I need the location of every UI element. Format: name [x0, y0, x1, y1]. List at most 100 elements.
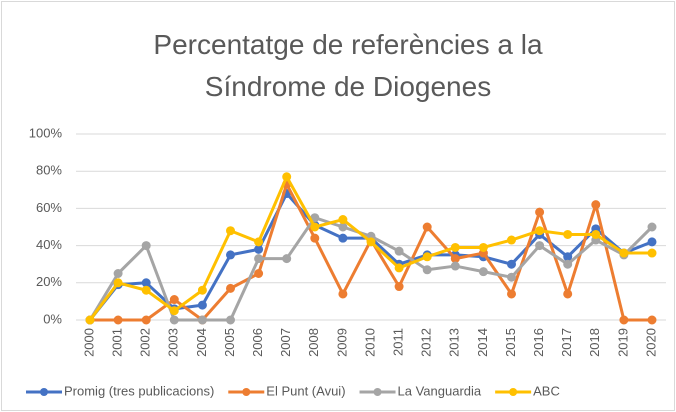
legend-label: El Punt (Avui): [266, 383, 345, 398]
x-tick-label: 2012: [419, 328, 434, 357]
point-marker: [226, 283, 235, 293]
x-tick-label: 2018: [587, 328, 602, 357]
point-marker: [282, 172, 292, 182]
x-tick-label: 2001: [110, 328, 125, 357]
x-tick-label: 2017: [559, 328, 574, 357]
point-marker: [226, 315, 235, 325]
point-marker: [197, 315, 207, 325]
point-marker: [394, 263, 404, 273]
point-marker: [422, 265, 432, 275]
y-tick-label: 100%: [29, 125, 63, 140]
point-marker: [535, 241, 545, 251]
point-marker: [113, 315, 123, 325]
point-marker: [422, 252, 432, 262]
x-tick-label: 2007: [278, 328, 293, 357]
x-tick-label: 2014: [475, 328, 490, 357]
point-marker: [197, 285, 207, 295]
point-marker: [563, 289, 573, 299]
point-marker: [310, 222, 320, 232]
point-marker: [591, 200, 601, 210]
legend-marker: [40, 388, 48, 396]
point-marker: [141, 315, 151, 325]
x-tick-label: 2005: [222, 328, 237, 357]
x-tick-label: 2002: [138, 328, 153, 357]
point-marker: [141, 241, 151, 251]
point-marker: [169, 315, 179, 325]
point-marker: [647, 222, 657, 232]
y-tick-label: 40%: [36, 237, 62, 252]
point-marker: [254, 254, 264, 264]
point-marker: [647, 237, 657, 247]
point-marker: [507, 272, 516, 282]
point-marker: [310, 233, 320, 243]
legend-item: Promig (tres publicacions): [26, 383, 214, 398]
point-marker: [254, 269, 264, 278]
point-marker: [478, 242, 488, 252]
point-marker: [394, 282, 404, 292]
x-tick-label: 2003: [166, 328, 181, 357]
legend-item: ABC: [495, 383, 560, 398]
point-marker: [450, 242, 460, 252]
x-tick-label: 2016: [531, 328, 546, 357]
point-marker: [226, 250, 235, 260]
x-tick-label: 2008: [306, 328, 321, 357]
legend-label: La Vanguardia: [398, 383, 482, 398]
point-marker: [113, 269, 123, 278]
chart-title: Percentatge de referències a la Síndrome…: [153, 29, 543, 102]
legend-marker: [373, 388, 382, 396]
point-marker: [366, 237, 376, 247]
point-marker: [450, 261, 460, 271]
point-marker: [450, 254, 460, 264]
point-marker: [282, 254, 292, 264]
point-marker: [647, 315, 657, 325]
x-tick-label: 2009: [334, 328, 349, 357]
point-marker: [85, 315, 95, 325]
point-marker: [141, 278, 151, 288]
point-marker: [141, 285, 151, 295]
legend-item: La Vanguardia: [359, 383, 482, 398]
legend-marker: [242, 388, 251, 396]
point-marker: [478, 267, 488, 277]
x-tick-label: 2019: [615, 328, 630, 357]
point-marker: [563, 229, 573, 239]
point-marker: [535, 207, 545, 217]
point-marker: [507, 259, 516, 269]
point-marker: [338, 233, 348, 243]
point-marker: [254, 237, 264, 247]
point-marker: [619, 315, 629, 325]
legend-label: ABC: [533, 383, 560, 398]
point-marker: [226, 226, 235, 236]
x-tick-label: 2010: [362, 328, 377, 357]
x-tick-label: 2015: [503, 328, 518, 357]
x-tick-label: 2013: [447, 328, 462, 357]
y-tick-label: 80%: [36, 163, 62, 178]
point-marker: [507, 235, 516, 245]
point-marker: [338, 289, 348, 299]
x-tick-label: 2011: [391, 328, 406, 356]
x-tick-label: 2020: [643, 328, 658, 357]
point-marker: [591, 229, 601, 239]
point-marker: [254, 244, 264, 254]
point-marker: [619, 248, 629, 258]
point-marker: [535, 226, 545, 236]
x-tick-label: 2000: [81, 328, 96, 357]
point-marker: [507, 289, 516, 299]
point-marker: [394, 246, 404, 256]
point-marker: [113, 278, 123, 288]
x-tick-label: 2006: [250, 328, 265, 357]
point-marker: [563, 252, 573, 262]
point-marker: [338, 222, 348, 232]
point-marker: [169, 306, 179, 316]
x-tick-label: 2004: [194, 328, 209, 357]
point-marker: [169, 295, 179, 305]
point-marker: [197, 300, 207, 310]
y-tick-label: 60%: [36, 200, 62, 215]
legend-marker: [509, 388, 518, 396]
legend-label: Promig (tres publicacions): [64, 383, 214, 398]
point-marker: [647, 248, 657, 258]
point-marker: [422, 222, 432, 232]
y-tick-label: 20%: [36, 274, 62, 289]
